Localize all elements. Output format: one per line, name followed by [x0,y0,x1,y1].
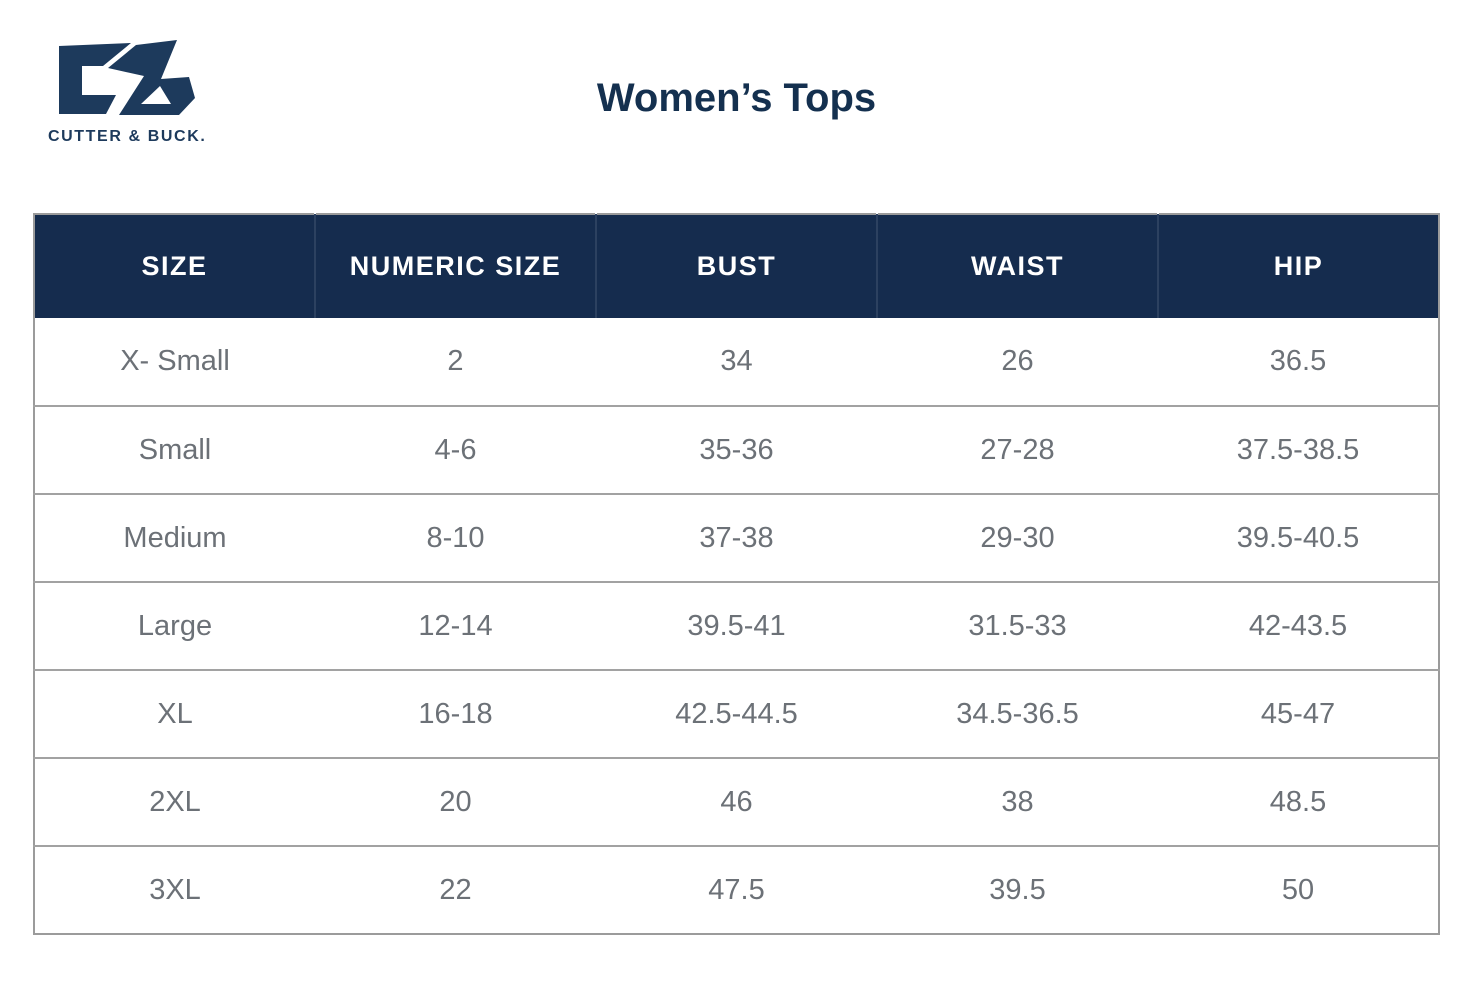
size-chart-table: SIZE NUMERIC SIZE BUST WAIST HIP X- Smal… [33,213,1440,935]
numeric-size-cell: 8-10 [315,493,596,582]
table-row: Small 4-6 35-36 27-28 37.5-38.5 [34,405,1439,494]
size-cell: X- Small [34,318,315,406]
bust-cell: 42.5-44.5 [596,669,877,758]
size-cell: Large [34,581,315,670]
waist-cell: 31.5-33 [877,581,1158,670]
hip-cell: 39.5-40.5 [1158,493,1439,582]
size-cell: XL [34,669,315,758]
bust-cell: 39.5-41 [596,581,877,670]
cutter-buck-monogram-icon [59,40,195,115]
bust-cell: 34 [596,318,877,406]
size-cell: Medium [34,493,315,582]
waist-cell: 29-30 [877,493,1158,582]
table-row: 3XL 22 47.5 39.5 50 [34,845,1439,934]
brand-name: CUTTER & BUCK. [48,128,207,145]
header-row: SIZE NUMERIC SIZE BUST WAIST HIP [34,214,1439,318]
numeric-size-cell: 22 [315,845,596,934]
size-cell: 2XL [34,757,315,846]
table-row: XL 16-18 42.5-44.5 34.5-36.5 45-47 [34,669,1439,758]
page-title: Women’s Tops [596,76,877,120]
table-row: X- Small 2 34 26 36.5 [34,318,1439,406]
hip-cell: 42-43.5 [1158,581,1439,670]
waist-cell: 27-28 [877,405,1158,494]
waist-cell: 38 [877,757,1158,846]
bust-cell: 37-38 [596,493,877,582]
bust-cell: 46 [596,757,877,846]
numeric-size-cell: 16-18 [315,669,596,758]
table-header: SIZE NUMERIC SIZE BUST WAIST HIP [34,214,1439,318]
column-header-waist: WAIST [877,214,1159,318]
table-row: 2XL 20 46 38 48.5 [34,757,1439,846]
waist-cell: 26 [877,318,1158,406]
bust-cell: 35-36 [596,405,877,494]
hip-cell: 37.5-38.5 [1158,405,1439,494]
bust-cell: 47.5 [596,845,877,934]
column-header-bust: BUST [596,214,878,318]
waist-cell: 34.5-36.5 [877,669,1158,758]
table-row: Large 12-14 39.5-41 31.5-33 42-43.5 [34,581,1439,670]
numeric-size-cell: 2 [315,318,596,406]
hip-cell: 48.5 [1158,757,1439,846]
numeric-size-cell: 4-6 [315,405,596,494]
column-header-numeric-size: NUMERIC SIZE [315,214,597,318]
hip-cell: 50 [1158,845,1439,934]
table-row: Medium 8-10 37-38 29-30 39.5-40.5 [34,493,1439,582]
hip-cell: 36.5 [1158,318,1439,406]
size-cell: 3XL [34,845,315,934]
numeric-size-cell: 12-14 [315,581,596,670]
column-header-hip: HIP [1158,214,1439,318]
numeric-size-cell: 20 [315,757,596,846]
size-cell: Small [34,405,315,494]
hip-cell: 45-47 [1158,669,1439,758]
waist-cell: 39.5 [877,845,1158,934]
brand-logo: CUTTER & BUCK. [48,34,207,146]
column-header-size: SIZE [34,214,316,318]
